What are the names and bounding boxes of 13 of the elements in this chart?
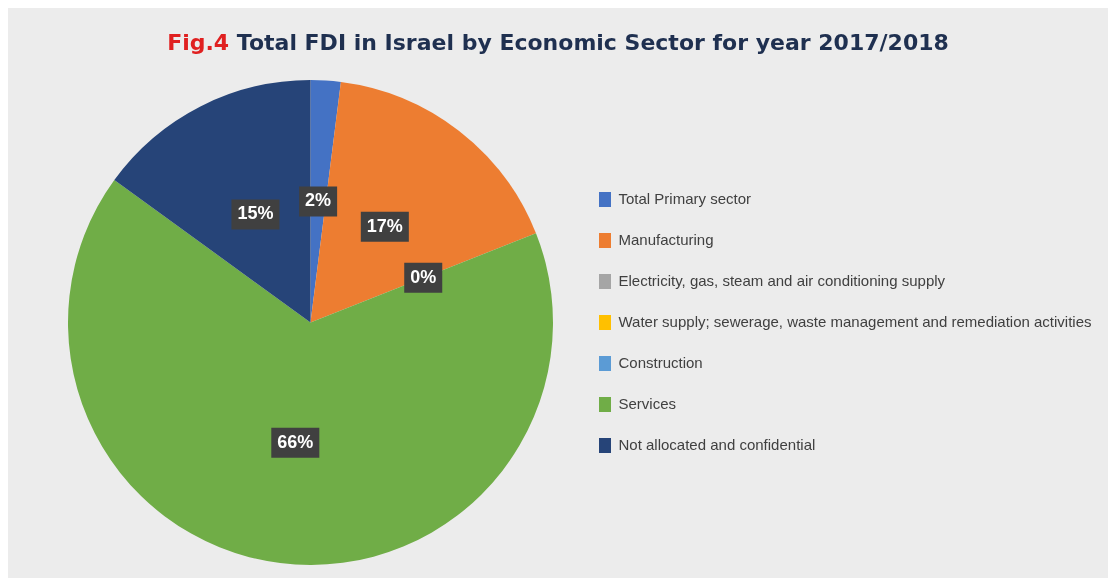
legend-label: Electricity, gas, steam and air conditioning supply <box>618 271 946 289</box>
legend-label: Total Primary sector <box>618 189 752 207</box>
legend-label: Not allocated and confidential <box>618 435 816 453</box>
data-label: 2% <box>305 190 332 211</box>
legend-label: Water supply; sewerage, waste management and remediation activities <box>618 312 1092 330</box>
legend-label: Manufacturing <box>618 230 714 248</box>
data-label: 17% <box>366 215 403 236</box>
data-label: 15% <box>237 203 274 224</box>
text: 0% <box>410 266 437 287</box>
chart-title: Fig.4 Total FDI in Israel by Economic Sector for year 2017/2018 <box>167 30 949 55</box>
legend-label: Services <box>618 394 677 412</box>
legend-label: Construction <box>618 353 703 371</box>
data-label: 66% <box>277 431 314 452</box>
